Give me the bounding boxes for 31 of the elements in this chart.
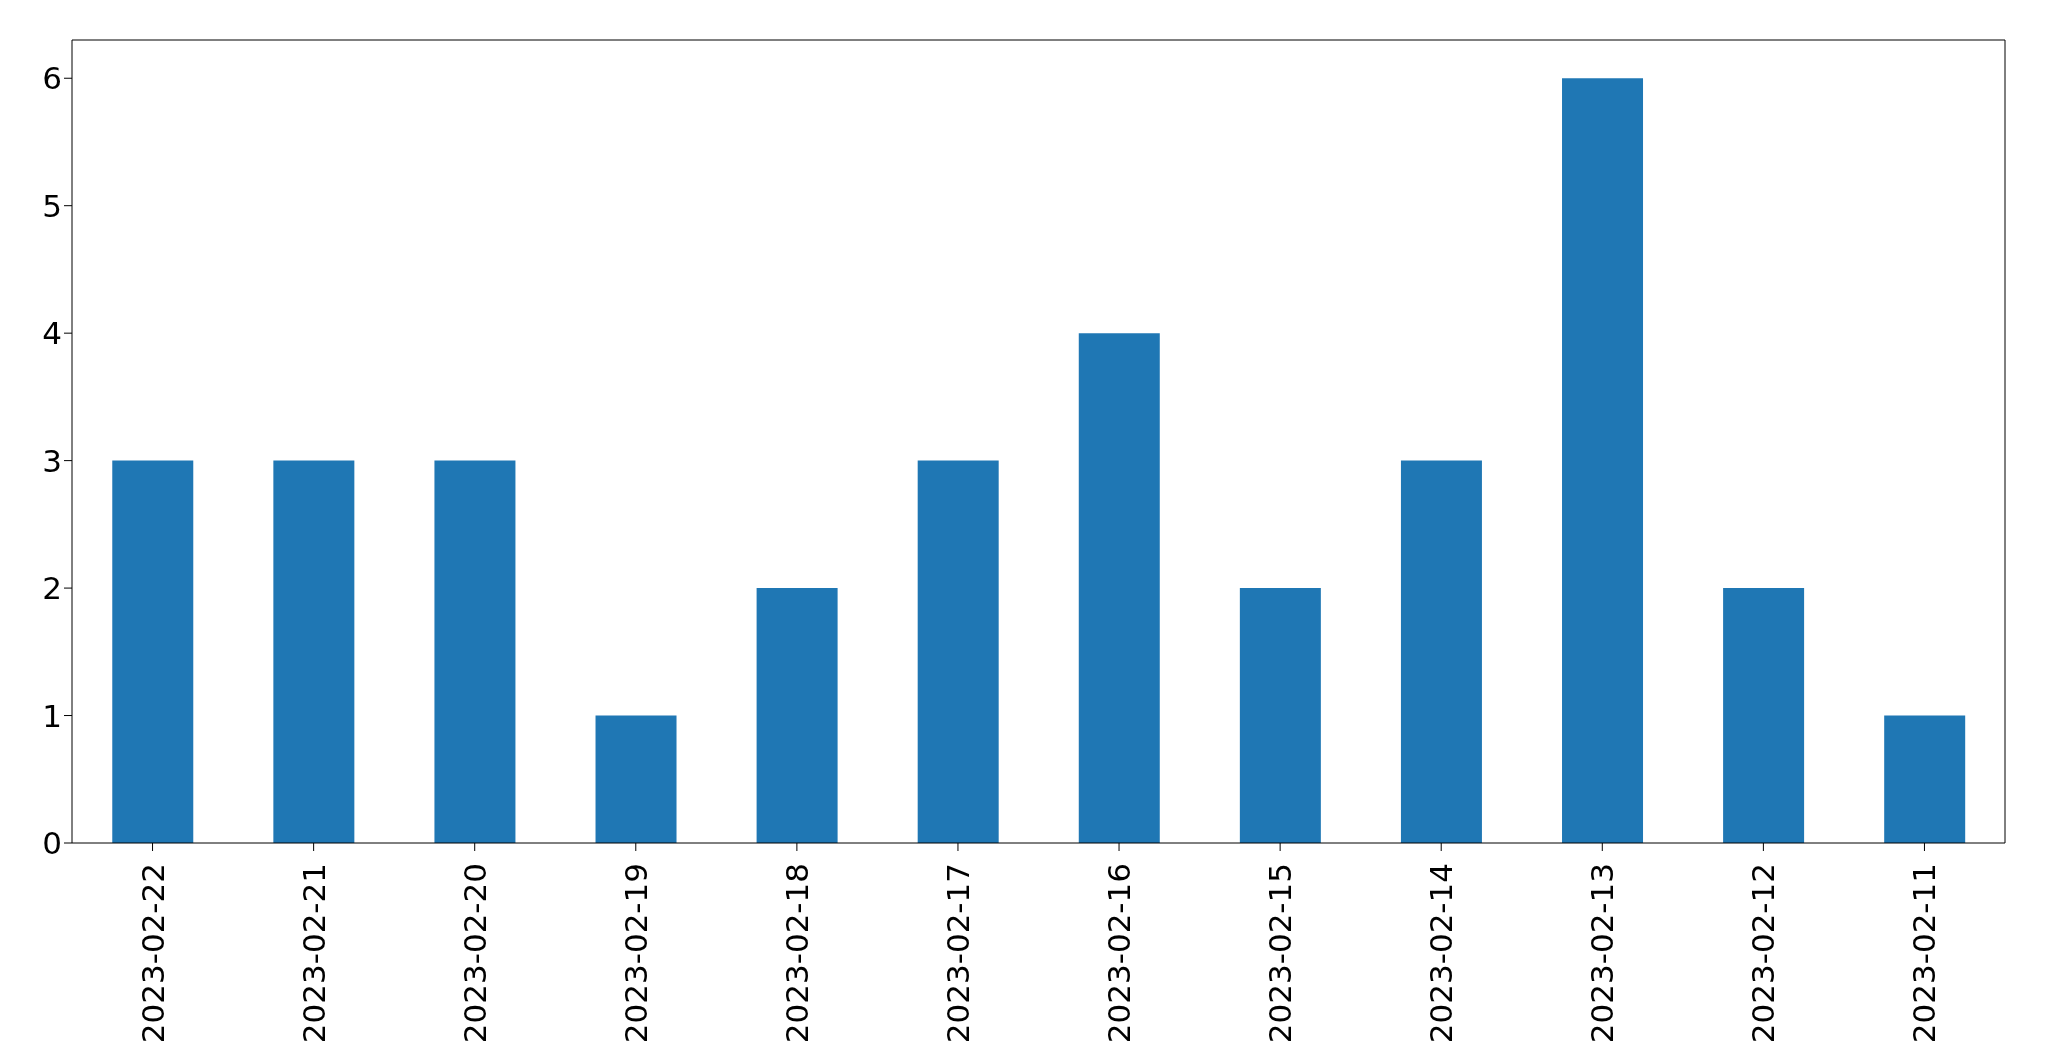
y-tick-label: 1 xyxy=(42,697,62,734)
bar xyxy=(1562,78,1644,843)
y-tick-label: 0 xyxy=(42,825,62,862)
bar xyxy=(1884,715,1966,843)
x-tick-label: 2023-02-13 xyxy=(1584,863,1621,1044)
x-tick-label: 2023-02-12 xyxy=(1745,863,1782,1044)
y-tick-label: 2 xyxy=(42,570,62,607)
x-tick-label: 2023-02-20 xyxy=(456,863,493,1044)
bar xyxy=(1723,588,1805,843)
bar xyxy=(112,460,194,843)
bar xyxy=(1400,460,1482,843)
bar xyxy=(756,588,838,843)
y-tick-label: 4 xyxy=(42,315,62,352)
x-tick-label: 2023-02-16 xyxy=(1101,863,1138,1044)
y-tick-label: 3 xyxy=(42,442,62,479)
y-tick-label: 6 xyxy=(42,60,62,97)
bar xyxy=(1078,333,1160,843)
x-tick-label: 2023-02-14 xyxy=(1423,863,1460,1044)
y-tick-label: 5 xyxy=(42,187,62,224)
x-tick-label: 2023-02-18 xyxy=(778,863,815,1044)
x-tick-label: 2023-02-19 xyxy=(617,863,654,1044)
x-tick-label: 2023-02-17 xyxy=(939,863,976,1044)
bar xyxy=(434,460,516,843)
bar xyxy=(595,715,677,843)
x-tick-label: 2023-02-15 xyxy=(1262,863,1299,1044)
x-tick-label: 2023-02-22 xyxy=(134,863,171,1044)
bar xyxy=(1239,588,1321,843)
x-tick-label: 2023-02-11 xyxy=(1906,863,1943,1044)
bar xyxy=(917,460,999,843)
x-tick-label: 2023-02-21 xyxy=(295,863,332,1044)
bar xyxy=(273,460,355,843)
